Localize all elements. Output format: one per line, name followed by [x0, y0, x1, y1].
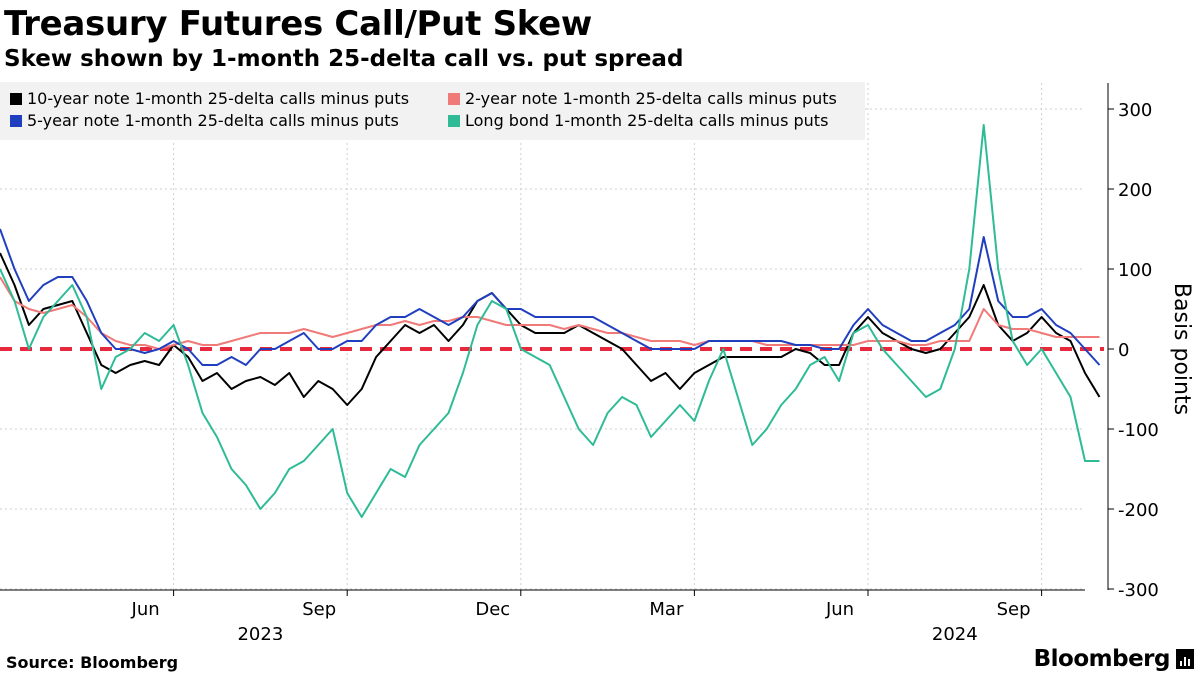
- series-line-1: [0, 252, 1101, 406]
- x-tick-label: Jun: [825, 599, 854, 620]
- x-tick-label: Sep: [997, 599, 1031, 620]
- brand-name: Bloomberg: [1033, 646, 1171, 672]
- legend-swatch: [10, 115, 22, 127]
- chart-legend: 10-year note 1-month 25-delta calls minu…: [0, 82, 865, 140]
- legend-swatch: [448, 115, 460, 127]
- y-tick-label: -200: [1118, 500, 1159, 521]
- legend-label: 2-year note 1-month 25-delta calls minus…: [465, 89, 837, 108]
- x-year-label: 2024: [932, 624, 978, 640]
- y-axis-title: Basis points: [1169, 283, 1194, 415]
- chart-title: Treasury Futures Call/Put Skew: [4, 4, 593, 44]
- brand-logo: Bloomberg: [1034, 646, 1194, 672]
- chart-subtitle: Skew shown by 1-month 25-delta call vs. …: [4, 46, 684, 72]
- x-tick-label: Dec: [475, 599, 510, 620]
- y-tick-label: 100: [1118, 260, 1152, 281]
- y-axis: -300 -200 -100 0 100 200 300 Basis points: [1107, 83, 1194, 601]
- legend-label: 10-year note 1-month 25-delta calls minu…: [27, 89, 409, 108]
- bloomberg-terminal-icon: [1176, 649, 1194, 669]
- x-axis: Jun Sep Dec Mar Jun Sep 2023 2024: [0, 589, 1085, 640]
- x-year-label: 2023: [237, 624, 283, 640]
- y-tick-label: -100: [1118, 420, 1159, 441]
- legend-label: Long bond 1-month 25-delta calls minus p…: [465, 111, 828, 130]
- x-tick-label: Jun: [131, 599, 160, 620]
- source-note: Source: Bloomberg: [6, 653, 179, 672]
- series-line-4: [0, 124, 1100, 518]
- y-tick-label: 200: [1118, 180, 1152, 201]
- legend-swatch: [10, 93, 22, 105]
- series-line-2: [0, 276, 1100, 350]
- line-chart: 10-year note 1-month 25-delta calls minu…: [0, 82, 1194, 640]
- legend-background: [0, 82, 865, 140]
- series-lines: [0, 124, 1101, 518]
- series-line-3: [0, 228, 1101, 366]
- x-tick-label: Sep: [302, 599, 336, 620]
- legend-label: 5-year note 1-month 25-delta calls minus…: [27, 111, 399, 130]
- y-tick-label: 300: [1118, 100, 1152, 121]
- legend-swatch: [448, 93, 460, 105]
- y-tick-label: -300: [1118, 580, 1159, 601]
- y-tick-label: 0: [1118, 340, 1129, 361]
- x-tick-label: Mar: [649, 599, 684, 620]
